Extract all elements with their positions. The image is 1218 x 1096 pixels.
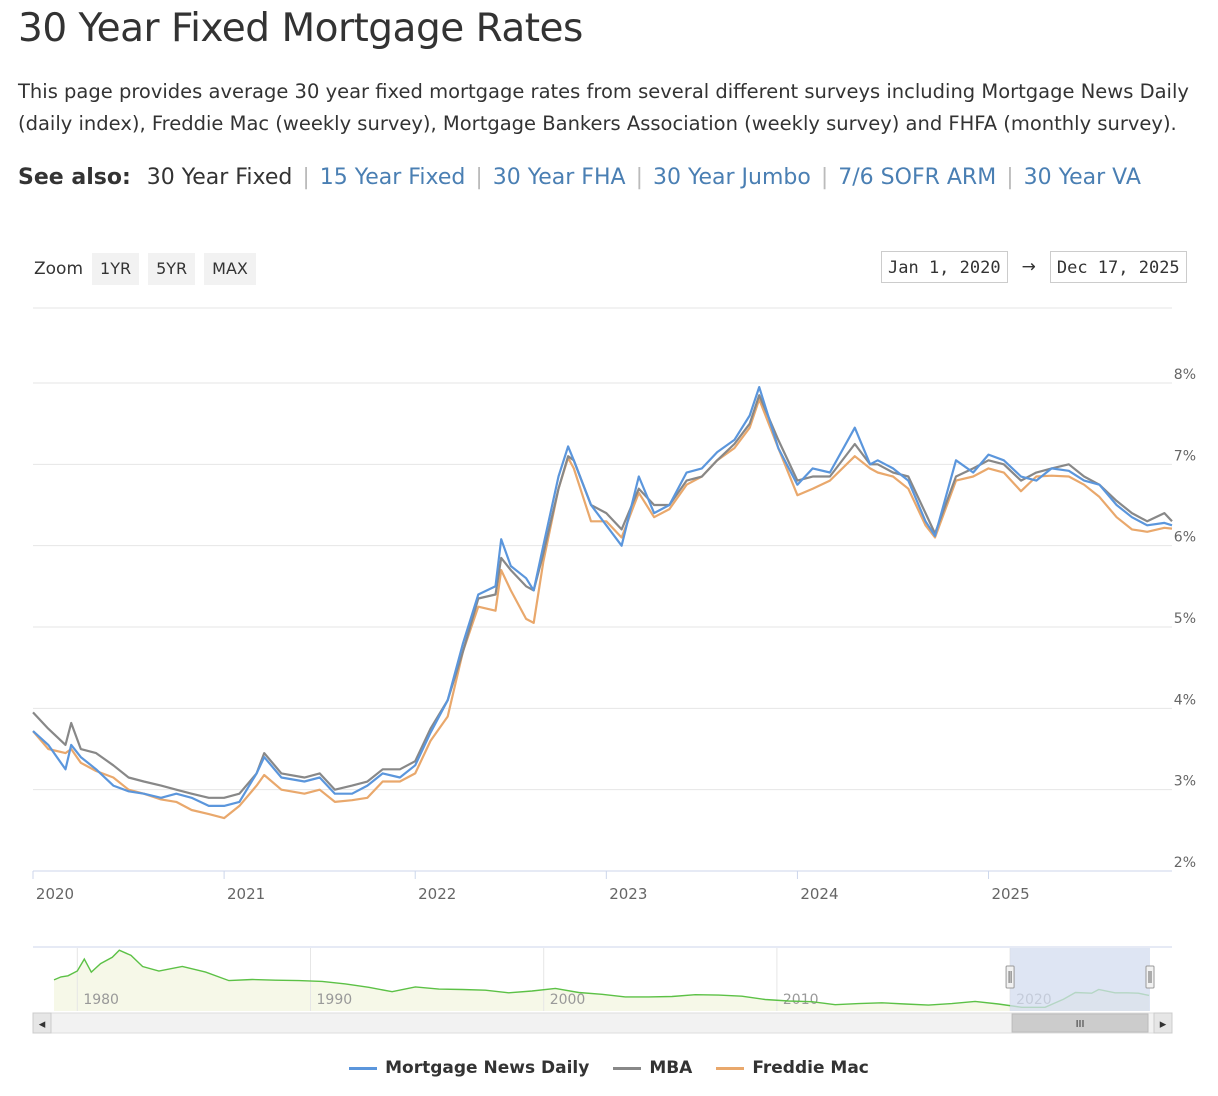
x-tick-label: 2022	[418, 885, 456, 903]
series-line-mortgage-news-daily	[32, 386, 1173, 808]
y-tick-label: 3%	[1174, 774, 1196, 790]
legend-swatch-mba	[613, 1066, 642, 1070]
navigator-tick-label: 2000	[550, 992, 586, 1008]
legend-swatch-mnd	[349, 1066, 378, 1070]
navigator-tick-label: 2010	[783, 992, 819, 1008]
navigator-line	[53, 949, 1150, 1008]
y-tick-label: 8%	[1174, 367, 1196, 383]
y-tick-label: 5%	[1174, 611, 1196, 627]
x-tick-label: 2024	[800, 885, 838, 903]
zoom-5yr-button[interactable]: 5YR	[148, 253, 196, 285]
page-title: 30 Year Fixed Mortgage Rates	[18, 6, 583, 51]
navigator-area	[54, 950, 1150, 1011]
zoom-label: Zoom	[34, 259, 84, 279]
scrollbar-right-arrow-icon: ▸	[1160, 1017, 1167, 1032]
y-tick-label: 7%	[1174, 448, 1196, 464]
legend-swatch-freddie	[716, 1066, 745, 1070]
see-also-label: See also:	[18, 165, 131, 190]
scrollbar-right-button	[1153, 1012, 1173, 1034]
separator: |	[475, 165, 483, 190]
see-also-nav: See also: 30 Year Fixed | 15 Year Fixed | 30 …	[18, 165, 1141, 190]
separator: |	[820, 165, 829, 190]
scrollbar-left-arrow-icon: ◂	[39, 1017, 46, 1032]
range-arrow-icon: →	[1021, 257, 1036, 277]
range-to-input[interactable]: Dec 17, 2025	[1049, 251, 1187, 283]
x-tick-label: 2020	[36, 885, 74, 903]
see-also-current: 30 Year Fixed	[146, 165, 293, 190]
series-line-mba	[32, 394, 1173, 799]
x-tick-label: 2021	[227, 885, 265, 903]
y-tick-label: 2%	[1174, 855, 1196, 871]
x-tick-label: 2023	[609, 885, 647, 903]
legend-item-mba[interactable]: MBA	[613, 1058, 692, 1078]
navigator-left-handle	[1005, 965, 1015, 989]
navigator-selection	[1010, 948, 1150, 1011]
x-tick-label: 2025	[991, 885, 1029, 903]
link-7-6-sofr-arm[interactable]: 7/6 SOFR ARM	[838, 165, 997, 190]
series-line-freddie-mac	[32, 398, 1173, 820]
scrollbar-left-button	[32, 1012, 52, 1034]
chart-legend: Mortgage News Daily MBA Freddie Mac	[0, 1058, 1218, 1078]
link-30-year-fha[interactable]: 30 Year FHA	[492, 165, 626, 190]
scrollbar-grip-icon: III	[1076, 1019, 1085, 1030]
date-range: Jan 1, 2020 → Dec 17, 2025	[881, 251, 1187, 283]
zoom-controls: Zoom 1YR 5YR MAX	[34, 253, 265, 285]
navigator-scrollbar-track	[32, 1012, 1173, 1034]
link-30-year-jumbo[interactable]: 30 Year Jumbo	[652, 165, 811, 190]
legend-label: MBA	[649, 1058, 693, 1078]
separator: |	[302, 165, 310, 190]
legend-label: Mortgage News Daily	[385, 1058, 590, 1078]
mortgage-rates-chart: 2% 3% 4% 5% 6% 7% 8% 2020 2021 2022 2023 2024 2025 19…	[32, 307, 1196, 1034]
zoom-1yr-button[interactable]: 1YR	[92, 253, 140, 285]
separator: |	[635, 165, 643, 190]
link-30-year-va[interactable]: 30 Year VA	[1023, 165, 1141, 190]
link-15-year-fixed[interactable]: 15 Year Fixed	[319, 165, 466, 190]
scrollbar-thumb	[1011, 1013, 1149, 1033]
legend-item-freddie-mac[interactable]: Freddie Mac	[716, 1058, 869, 1078]
y-tick-label: 6%	[1174, 530, 1196, 546]
legend-label: Freddie Mac	[752, 1058, 869, 1078]
navigator-tick-label: 1980	[83, 992, 119, 1008]
navigator-right-handle	[1145, 965, 1155, 989]
zoom-max-button[interactable]: MAX	[204, 253, 256, 285]
legend-item-mortgage-news-daily[interactable]: Mortgage News Daily	[349, 1058, 589, 1078]
y-tick-label: 4%	[1174, 692, 1196, 708]
separator: |	[1006, 165, 1014, 190]
navigator-tick-label: 1990	[317, 992, 353, 1008]
page-description: This page provides average 30 year fixed…	[18, 80, 1189, 135]
range-from-input[interactable]: Jan 1, 2020	[881, 251, 1008, 283]
